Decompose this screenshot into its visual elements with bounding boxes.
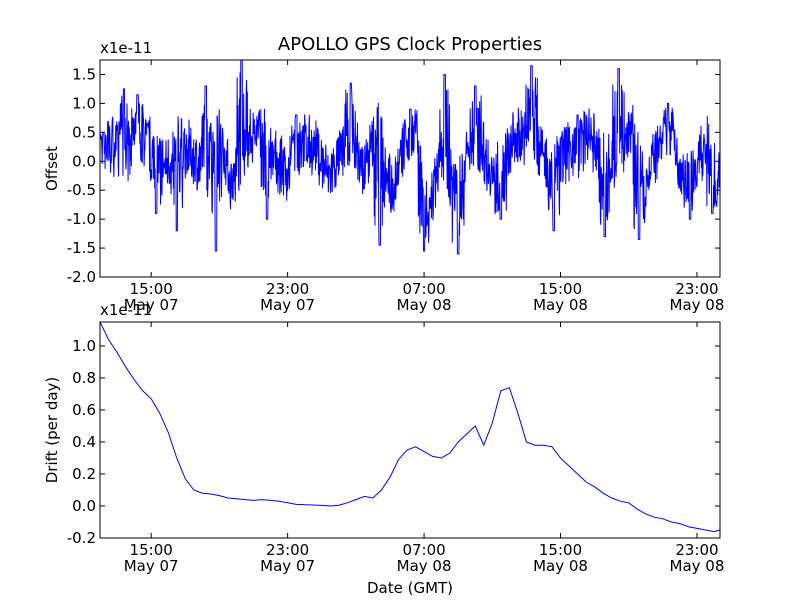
y-axis-label: Drift (per day): [43, 377, 61, 484]
y-tick-label: 0.5: [72, 123, 96, 141]
x-tick-time-label: 23:00: [266, 280, 309, 298]
x-tick-date-label: May 07: [260, 296, 315, 314]
drift-series-line: [100, 322, 720, 533]
x-tick-time-label: 15:00: [130, 280, 173, 298]
y-tick-label: 0.8: [72, 369, 96, 387]
x-tick-time-label: 07:00: [402, 280, 445, 298]
y-tick-label: -0.2: [67, 529, 96, 547]
x-tick-date-label: May 08: [397, 557, 452, 575]
y-tick-label: 0.2: [72, 465, 96, 483]
offset-series-line: [100, 60, 720, 255]
y-tick-label: 0.0: [72, 152, 96, 170]
x-tick-date-label: May 07: [124, 557, 179, 575]
y-axis-label: Offset: [43, 146, 61, 191]
chart-title: APOLLO GPS Clock Properties: [278, 34, 542, 55]
y-tick-label: 0.4: [72, 433, 96, 451]
x-tick-date-label: May 08: [670, 296, 725, 314]
x-axis-label: Date (GMT): [367, 579, 453, 597]
x-tick-date-label: May 08: [397, 296, 452, 314]
plot-frame: [99, 59, 721, 278]
x-tick-date-label: May 07: [260, 557, 315, 575]
x-tick-date-label: May 07: [124, 296, 179, 314]
x-tick-time-label: 15:00: [539, 280, 582, 298]
x-tick-date-label: May 08: [533, 296, 588, 314]
x-tick-date-label: May 08: [533, 557, 588, 575]
x-tick-time-label: 23:00: [675, 280, 718, 298]
y-tick-label: 0.0: [72, 497, 96, 515]
x-tick-date-label: May 08: [670, 557, 725, 575]
scale-factor-label: x1e-11: [100, 301, 152, 319]
plot-frame: [99, 321, 721, 539]
scale-factor-label: x1e-11: [100, 39, 152, 57]
y-tick-label: -1.0: [67, 210, 96, 228]
y-tick-label: 0.6: [72, 401, 96, 419]
x-tick-time-label: 15:00: [539, 541, 582, 559]
y-tick-label: 1.0: [72, 337, 96, 355]
y-tick-label: -2.0: [67, 268, 96, 286]
y-tick-label: -0.5: [67, 181, 96, 199]
y-tick-label: 1.0: [72, 94, 96, 112]
y-tick-label: 1.5: [72, 65, 96, 83]
x-tick-time-label: 07:00: [402, 541, 445, 559]
x-tick-time-label: 15:00: [130, 541, 173, 559]
x-tick-time-label: 23:00: [266, 541, 309, 559]
x-tick-time-label: 23:00: [675, 541, 718, 559]
y-tick-label: -1.5: [67, 239, 96, 257]
